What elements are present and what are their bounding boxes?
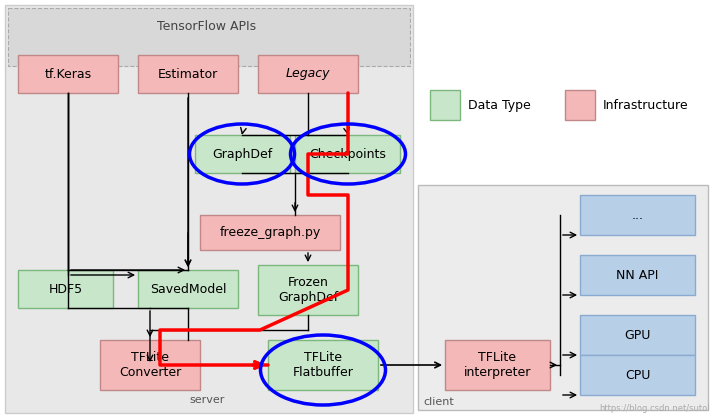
Bar: [138, 270, 238, 308]
Bar: [580, 355, 695, 395]
Bar: [100, 340, 200, 390]
Bar: [580, 255, 695, 295]
Text: Checkpoints: Checkpoints: [309, 147, 386, 160]
Bar: [430, 90, 460, 120]
Bar: [138, 55, 238, 93]
Bar: [258, 55, 358, 93]
Bar: [565, 90, 595, 120]
Text: TFLite
Converter: TFLite Converter: [119, 351, 181, 379]
Bar: [8, 8, 410, 66]
Text: GraphDef: GraphDef: [212, 147, 273, 160]
Bar: [18, 270, 113, 308]
Text: Legacy: Legacy: [286, 67, 331, 80]
Text: SavedModel: SavedModel: [150, 282, 226, 295]
Bar: [200, 215, 340, 250]
Bar: [258, 265, 358, 315]
Text: https://blog.csdn.net/sutol: https://blog.csdn.net/sutol: [599, 404, 710, 413]
Text: HDF5: HDF5: [49, 282, 83, 295]
Text: Data Type: Data Type: [468, 98, 531, 111]
Text: Estimator: Estimator: [158, 67, 218, 80]
Text: TFLite
Flatbuffer: TFLite Flatbuffer: [293, 351, 353, 379]
Text: CPU: CPU: [625, 368, 650, 382]
Text: server: server: [189, 395, 225, 405]
Text: freeze_graph.py: freeze_graph.py: [219, 226, 321, 239]
Bar: [5, 5, 413, 413]
Bar: [445, 340, 550, 390]
Text: TFLite
interpreter: TFLite interpreter: [464, 351, 531, 379]
Text: client: client: [423, 397, 454, 407]
Bar: [580, 315, 695, 355]
Text: ...: ...: [631, 209, 643, 222]
Text: TensorFlow APIs: TensorFlow APIs: [158, 20, 256, 33]
Text: Frozen
GraphDef: Frozen GraphDef: [278, 276, 338, 304]
Bar: [418, 185, 708, 410]
Text: tf.Keras: tf.Keras: [44, 67, 91, 80]
Bar: [195, 135, 290, 173]
Text: GPU: GPU: [624, 328, 650, 341]
Text: Infrastructure: Infrastructure: [603, 98, 688, 111]
Bar: [295, 135, 400, 173]
Bar: [580, 195, 695, 235]
Bar: [18, 55, 118, 93]
Bar: [268, 340, 378, 390]
Text: NN API: NN API: [616, 269, 659, 282]
